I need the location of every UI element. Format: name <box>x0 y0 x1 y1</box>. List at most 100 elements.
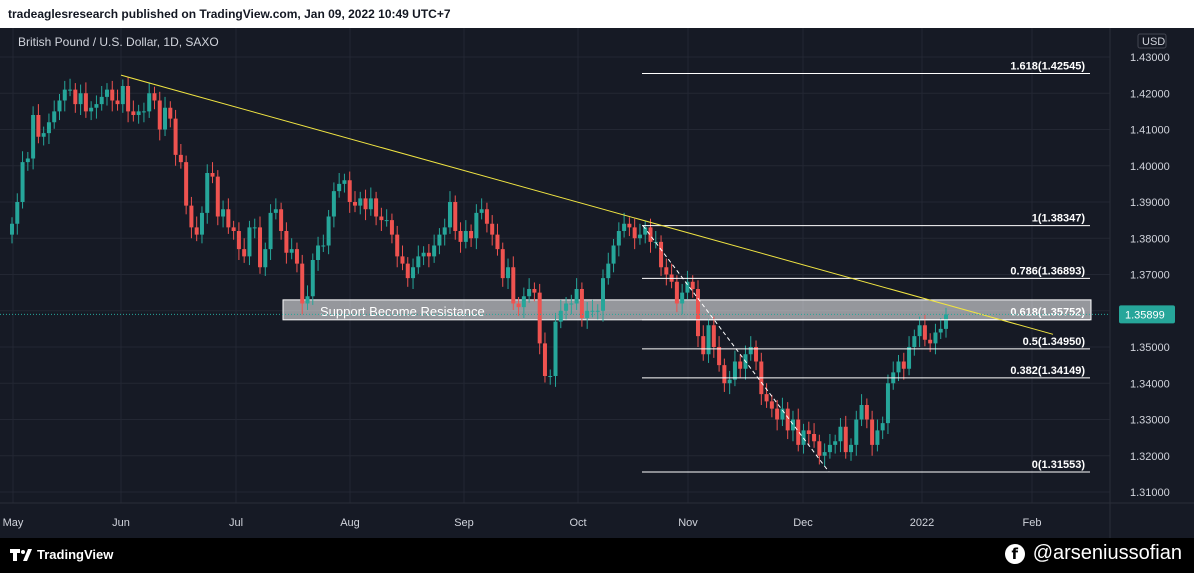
footer-bar: TradingView f @arseniussofian <box>0 538 1194 573</box>
candle-body <box>564 303 569 311</box>
candle-body <box>358 198 363 206</box>
candle-body <box>601 278 606 311</box>
price-tick-label: 1.31000 <box>1130 487 1170 499</box>
currency-label: USD <box>1142 36 1165 48</box>
candle-body <box>490 223 495 235</box>
candle-body <box>199 212 204 235</box>
candle-body <box>247 227 252 257</box>
trendline[interactable] <box>120 74 1054 335</box>
candle-body <box>284 231 289 253</box>
candle-body <box>20 162 25 202</box>
time-tick-label: Sep <box>454 517 474 529</box>
candle-body <box>648 227 653 242</box>
tradingview-brand: TradingView <box>37 547 114 562</box>
candle-body <box>585 310 590 318</box>
candle-body <box>363 198 368 210</box>
candle-body <box>258 227 263 268</box>
candle-body <box>569 303 574 305</box>
candle-body <box>896 361 901 373</box>
candle-body <box>447 202 452 228</box>
candle-body <box>384 220 389 222</box>
candle-body <box>827 444 832 453</box>
candle-body <box>189 205 194 228</box>
price-tick-label: 1.42000 <box>1130 88 1170 100</box>
price-tick-label: 1.34000 <box>1130 378 1170 390</box>
candle-body <box>458 231 463 242</box>
candle-body <box>168 107 173 119</box>
candle-body <box>136 111 141 115</box>
candle-body <box>637 234 642 239</box>
candle-body <box>833 441 838 445</box>
candle-body <box>806 430 811 434</box>
candle-body <box>94 104 99 108</box>
candle-body <box>885 383 890 424</box>
candle-body <box>316 245 321 260</box>
zone-label: Support Become Resistance <box>320 304 485 319</box>
support-resistance-zone[interactable]: Support Become Resistance <box>282 299 1092 321</box>
candle-body <box>664 267 669 275</box>
candle-body <box>73 89 78 105</box>
candle-body <box>157 100 162 130</box>
price-chart[interactable]: Support Become Resistance 1.618(1.42545)… <box>0 28 1194 538</box>
candle-body <box>532 289 537 293</box>
candle-body <box>622 223 627 231</box>
candle-body <box>368 198 373 210</box>
candle-body <box>310 260 315 297</box>
price-axis[interactable]: 1.43000 1.42000 1.41000 1.40000 1.39000 1.380… <box>0 28 1194 538</box>
fib-level-label: 0.618(1.35752) <box>1010 307 1085 319</box>
candle-body <box>864 405 869 420</box>
candle-body <box>68 89 73 91</box>
candle-body <box>722 365 727 384</box>
candle-body <box>226 209 231 228</box>
candle-body <box>907 347 912 369</box>
publisher-bar: tradeaglesresearch published on TradingV… <box>0 0 1194 28</box>
candle-body <box>479 209 484 213</box>
candle-body <box>442 227 447 235</box>
time-tick-label: Aug <box>340 517 360 529</box>
candle-body <box>178 154 183 163</box>
price-tick-label: 1.32000 <box>1130 451 1170 463</box>
candle-body <box>347 180 352 202</box>
candle-body <box>120 86 125 105</box>
candle-body <box>606 263 611 279</box>
candle-body <box>732 361 737 380</box>
candle-body <box>801 430 806 445</box>
time-tick-label: 2022 <box>910 517 934 529</box>
candle-body <box>52 111 57 123</box>
candle-body <box>500 249 505 279</box>
candle-body <box>400 256 405 264</box>
fibonacci-levels[interactable]: 1.618(1.42545) 1(1.38347) 0.786(1.36893) 0.… <box>642 60 1090 473</box>
candle-body <box>432 245 437 257</box>
candle-body <box>938 328 943 333</box>
candle-body <box>231 227 236 231</box>
grid-lines <box>0 28 1110 503</box>
candle-body <box>870 419 875 445</box>
candle-body <box>922 325 927 340</box>
time-axis[interactable]: May Jun Jul Aug Sep Oct Nov Dec 2022 Feb <box>3 517 1042 529</box>
candle-body <box>342 180 347 184</box>
candle-body <box>110 89 115 101</box>
candle-body <box>822 452 827 456</box>
time-tick-label: Jun <box>112 517 130 529</box>
candle-body <box>374 198 379 217</box>
candle-body <box>944 314 948 329</box>
tradingview-logo[interactable]: TradingView <box>10 547 113 562</box>
candle-body <box>595 310 600 312</box>
last-price-tag <box>1119 305 1175 324</box>
candle-body <box>104 89 109 97</box>
candle-body <box>437 234 442 246</box>
candle-body <box>542 343 547 376</box>
chart-canvas[interactable]: Support Become Resistance 1.618(1.42545)… <box>0 28 1194 538</box>
candle-body <box>484 209 489 224</box>
time-tick-label: Dec <box>793 517 813 529</box>
candle-body <box>695 289 700 337</box>
candle-body <box>769 401 774 409</box>
price-tick-label: 1.39000 <box>1130 197 1170 209</box>
candle-body <box>901 361 906 369</box>
candle-body <box>912 336 917 347</box>
fib-level-label: 0.5(1.34950) <box>1023 336 1086 348</box>
price-tick-label: 1.35000 <box>1130 342 1170 354</box>
candle-body <box>31 115 36 159</box>
candle-body <box>242 249 247 257</box>
last-price-label: 1.35899 <box>1125 309 1165 321</box>
